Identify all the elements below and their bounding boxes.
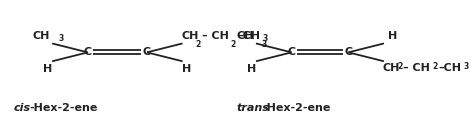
Text: C: C	[83, 47, 92, 57]
Text: – CH: – CH	[202, 31, 229, 41]
Text: cis: cis	[13, 103, 30, 113]
Text: CH: CH	[236, 31, 254, 41]
Text: H: H	[43, 64, 52, 74]
Text: -Hex-2-ene: -Hex-2-ene	[262, 103, 330, 113]
Text: 3: 3	[463, 62, 468, 71]
Text: 3: 3	[262, 40, 267, 49]
Text: 2: 2	[196, 40, 201, 49]
Text: –CH: –CH	[438, 63, 462, 73]
Text: trans: trans	[237, 103, 270, 113]
Text: 2: 2	[231, 40, 236, 49]
Text: – CH: – CH	[403, 63, 430, 73]
Text: C: C	[287, 47, 296, 57]
Text: -Hex-2-ene: -Hex-2-ene	[30, 103, 98, 113]
Text: C: C	[344, 47, 353, 57]
Text: 3: 3	[58, 34, 64, 43]
Text: C: C	[143, 47, 151, 57]
Text: H: H	[246, 64, 256, 74]
Text: H: H	[388, 31, 397, 41]
Text: CH: CH	[182, 31, 199, 41]
Text: 3: 3	[262, 34, 267, 43]
Text: CH: CH	[32, 31, 50, 41]
Text: H: H	[182, 64, 191, 74]
Text: CH: CH	[383, 63, 401, 73]
Text: –CH: –CH	[237, 31, 260, 41]
Text: 2: 2	[432, 62, 438, 71]
Text: 2: 2	[397, 62, 402, 71]
